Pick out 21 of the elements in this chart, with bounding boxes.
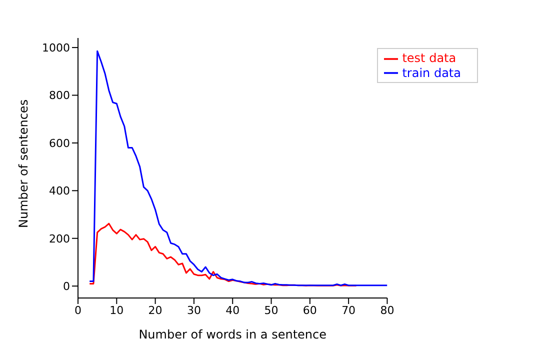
y-tick-label: 200 — [49, 232, 70, 246]
y-tick-label: 800 — [49, 89, 70, 102]
y-tick-label: 600 — [49, 136, 70, 150]
legend-label: test data — [402, 51, 456, 65]
x-tick-label: 50 — [264, 304, 278, 317]
y-axis-title: Number of sentences — [16, 99, 30, 228]
x-tick-label: 30 — [186, 304, 201, 317]
line-series — [88, 50, 388, 286]
y-tick-label: 1000 — [42, 41, 70, 54]
x-tick-label: 40 — [226, 304, 240, 317]
x-tick-label: 10 — [110, 304, 124, 317]
x-axis-title: Number of words in a sentence — [138, 328, 327, 342]
x-tick-label: 0 — [74, 304, 82, 317]
x-tick-label: 80 — [380, 304, 394, 317]
x-tick-label: 70 — [342, 304, 356, 317]
y-tick-label: 400 — [49, 184, 70, 198]
legend-label: train data — [402, 66, 461, 80]
line-series — [88, 222, 358, 286]
x-tick-label: 20 — [148, 304, 162, 317]
y-tick-label: 0 — [63, 280, 70, 293]
x-tick-label: 60 — [302, 304, 317, 317]
